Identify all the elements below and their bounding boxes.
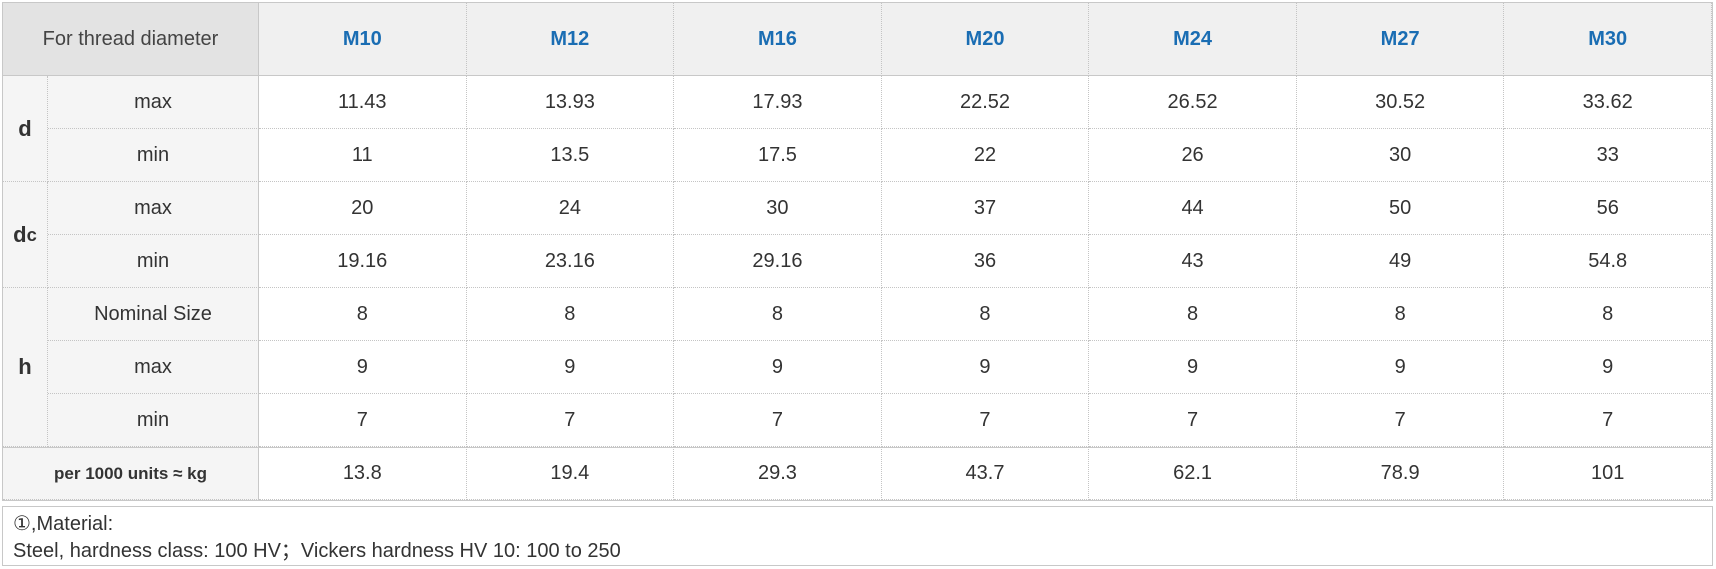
column-header: M20 — [881, 3, 1090, 76]
column-header: M10 — [259, 3, 467, 76]
value-cell: 17.93 — [674, 76, 882, 129]
row-label: Nominal Size — [48, 288, 259, 341]
row-label: min — [48, 129, 259, 182]
value-cell: 43 — [1089, 235, 1297, 288]
value-cell: 36 — [881, 235, 1090, 288]
value-cell: 33.62 — [1504, 76, 1712, 129]
value-cell: 13.5 — [466, 129, 675, 182]
weight-cell: 19.4 — [466, 447, 675, 500]
value-cell: 8 — [674, 288, 882, 341]
value-cell: 8 — [466, 288, 675, 341]
value-cell: 9 — [1089, 341, 1297, 394]
row-label: min — [48, 235, 259, 288]
column-header: M24 — [1089, 3, 1297, 76]
value-cell: 7 — [466, 394, 675, 447]
value-cell: 9 — [674, 341, 882, 394]
value-cell: 24 — [466, 182, 675, 235]
weight-cell: 43.7 — [881, 447, 1090, 500]
value-cell: 8 — [1296, 288, 1505, 341]
value-cell: 49 — [1296, 235, 1505, 288]
weight-label: per 1000 units ≈ kg — [3, 447, 259, 500]
group-symbol: d — [3, 76, 48, 182]
value-cell: 9 — [1296, 341, 1505, 394]
value-cell: 30 — [674, 182, 882, 235]
symbol-subscript: c — [26, 223, 37, 245]
value-cell: 30.52 — [1296, 76, 1505, 129]
value-cell: 17.5 — [674, 129, 882, 182]
weight-cell: 101 — [1504, 447, 1712, 500]
value-cell: 33 — [1504, 129, 1712, 182]
weight-cell: 78.9 — [1296, 447, 1505, 500]
value-cell: 37 — [881, 182, 1090, 235]
value-cell: 9 — [1504, 341, 1712, 394]
value-cell: 7 — [674, 394, 882, 447]
value-cell: 8 — [259, 288, 467, 341]
weight-cell: 13.8 — [259, 447, 467, 500]
note: ①,Material: Steel, hardness class: 100 H… — [2, 506, 1713, 566]
symbol: d — [13, 221, 27, 247]
column-header: M12 — [466, 3, 675, 76]
value-cell: 54.8 — [1504, 235, 1712, 288]
value-cell: 7 — [1296, 394, 1505, 447]
value-cell: 8 — [881, 288, 1090, 341]
note-text: Steel, hardness class: 100 HV；Vickers ha… — [13, 540, 621, 562]
corner-header: For thread diameter — [3, 3, 259, 76]
value-cell: 7 — [881, 394, 1090, 447]
value-cell: 11.43 — [259, 76, 467, 129]
value-cell: 23.16 — [466, 235, 675, 288]
column-header: M16 — [674, 3, 882, 76]
value-cell: 26.52 — [1089, 76, 1297, 129]
row-label: max — [48, 182, 259, 235]
value-cell: 19.16 — [259, 235, 467, 288]
value-cell: 30 — [1296, 129, 1505, 182]
value-cell: 29.16 — [674, 235, 882, 288]
row-label: max — [48, 76, 259, 129]
column-header: M27 — [1296, 3, 1505, 76]
value-cell: 7 — [1504, 394, 1712, 447]
value-cell: 44 — [1089, 182, 1297, 235]
row-label: max — [48, 341, 259, 394]
value-cell: 9 — [881, 341, 1090, 394]
note-title: ①,Material: — [13, 513, 114, 535]
value-cell: 7 — [259, 394, 467, 447]
value-cell: 8 — [1504, 288, 1712, 341]
weight-cell: 62.1 — [1089, 447, 1297, 500]
spec-table: For thread diameter M10 M12 M16 M20 M24 M27 M30… — [2, 2, 1713, 501]
row-label: min — [48, 394, 259, 447]
symbol: h — [18, 354, 32, 379]
weight-cell: 29.3 — [674, 447, 882, 500]
value-cell: 56 — [1504, 182, 1712, 235]
symbol: d — [18, 115, 32, 141]
value-cell: 8 — [1089, 288, 1297, 341]
value-cell: 22.52 — [881, 76, 1090, 129]
group-symbol: h — [3, 288, 48, 447]
value-cell: 7 — [1089, 394, 1297, 447]
value-cell: 22 — [881, 129, 1090, 182]
column-header: M30 — [1504, 3, 1712, 76]
value-cell: 9 — [259, 341, 467, 394]
value-cell: 11 — [259, 129, 467, 182]
value-cell: 50 — [1296, 182, 1505, 235]
value-cell: 9 — [466, 341, 675, 394]
value-cell: 20 — [259, 182, 467, 235]
value-cell: 26 — [1089, 129, 1297, 182]
value-cell: 13.93 — [466, 76, 675, 129]
